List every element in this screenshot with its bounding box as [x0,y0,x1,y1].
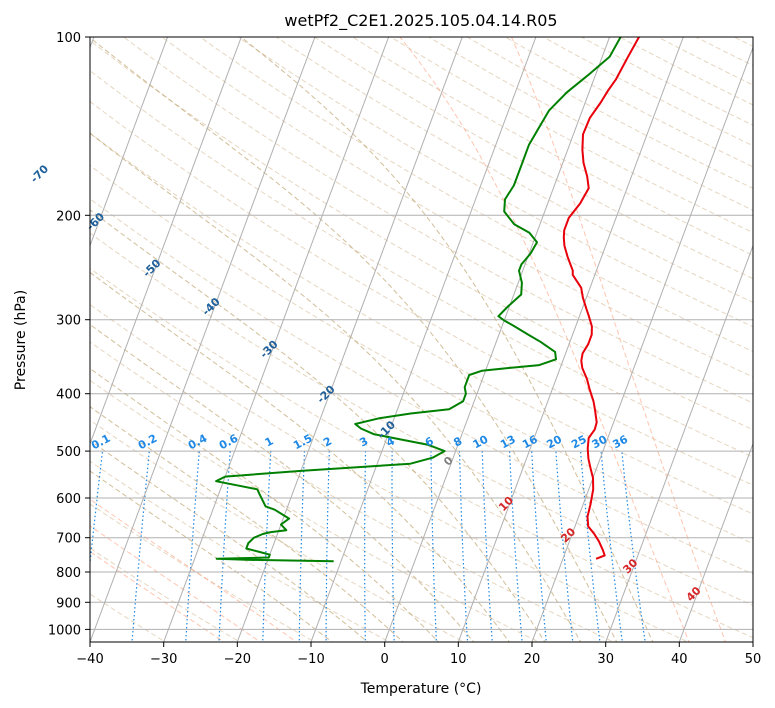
isotherm-line [457,37,684,642]
moist-adiabat-line [511,37,727,642]
moist-adiabat-line [90,37,618,642]
y-tick-label: 1000 [48,623,81,638]
mixing-ratio-line [391,451,395,642]
moist-adiabat-line [90,271,511,642]
mixing-ratio-line [458,451,469,642]
y-tick-label: 700 [56,532,81,547]
dry-adiabat-line [199,37,753,353]
temperature-profile-line [562,37,640,560]
x-tick-label: 50 [745,652,762,667]
dry-adiabat-line [90,198,753,575]
isotherm-line [752,640,753,642]
mixing-ratio-line [430,451,438,642]
mixing-ratio-label: 20 [544,433,564,452]
dry-adiabat-line [90,164,753,545]
plot-background [90,37,753,642]
chart-title: wetPf2_C2E1.2025.105.04.14.R05 [284,11,557,31]
mixing-ratio-label: 30 [590,433,610,452]
x-tick-label: 10 [450,652,467,667]
sounding-series [215,37,640,563]
mixing-ratio-line [364,451,367,642]
mixing-ratio-label: 25 [569,433,589,452]
x-tick-label: 30 [597,652,614,667]
dry-adiabat-line [160,37,753,378]
dry-adiabat-line [90,132,753,515]
isotherm-line [163,37,390,642]
grid-lines [90,37,753,642]
mixing-ratio-label: 10 [471,433,491,452]
y-tick-label: 200 [56,209,81,224]
dry-adiabat-line [90,460,391,642]
y-tick-label: 800 [56,566,81,581]
y-tick-label: 900 [56,596,81,611]
x-tick-label: 0 [381,652,389,667]
x-axis: −40 −30 −20 −10 0 10 20 30 40 50 [76,642,761,667]
isotherm-line [310,37,537,642]
isotherm-line [384,37,611,642]
x-tick-label: −20 [224,652,251,667]
mixing-ratio-label: 16 [520,433,540,452]
isotherm-line [531,46,753,642]
x-tick-label: 40 [671,652,688,667]
dry-adiabat-label: -70 [28,162,51,185]
isotherm-line [236,37,463,642]
mixing-ratio-line [325,451,330,642]
isotherm-line [90,37,242,446]
y-tick-label: 600 [56,492,81,507]
mixing-ratio-line [262,451,272,642]
x-tick-label: −30 [150,652,177,667]
mixing-ratio-line [298,451,306,642]
dry-adiabat-line [122,37,753,404]
y-tick-label: 300 [56,314,81,329]
plot-frame [89,36,754,643]
x-axis-title: Temperature (°C) [360,681,482,697]
moist-adiabat-line [90,271,511,642]
y-tick-label: 100 [56,31,81,46]
x-tick-label: −10 [297,652,324,667]
dry-adiabat-line [237,37,753,328]
moist-adiabat-line [240,37,654,642]
y-axis: 100 200 300 400 500 600 700 800 900 1000 [48,31,90,638]
dewpoint-profile-line [215,37,622,563]
moist-adiabat-line [90,37,618,642]
isotherm-line [605,244,753,642]
dry-adiabat-line [90,39,753,431]
y-axis-title: Pressure (hPa) [13,290,29,390]
isotherm-line [90,37,316,642]
mixing-ratio-label: 13 [498,433,518,452]
dry-adiabat-line [275,37,753,303]
isotherm-line [678,442,753,642]
x-tick-label: 20 [524,652,541,667]
y-tick-label: 500 [56,445,81,460]
isotherm-line [90,37,169,248]
y-tick-label: 400 [56,388,81,403]
moist-adiabat-line [240,37,654,642]
moist-adiabat-line [399,37,690,642]
x-tick-label: −40 [76,652,103,667]
mixing-ratio-label: 36 [610,433,630,452]
